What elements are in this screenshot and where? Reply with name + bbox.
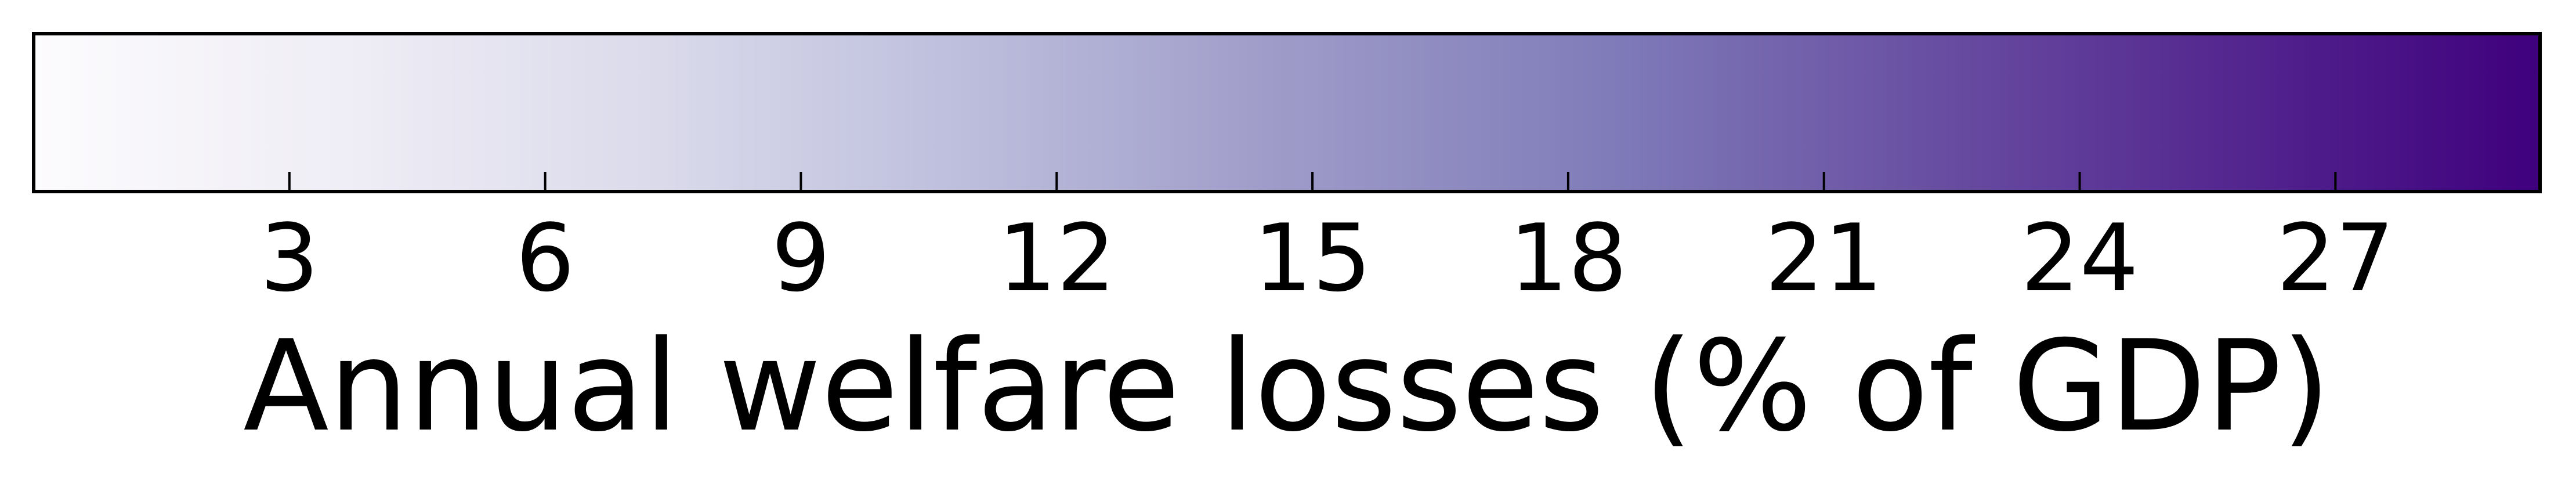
- colorbar-ticks: [288, 172, 2337, 192]
- colorbar-tick-label: 24: [2021, 204, 2139, 312]
- colorbar-gradient: [34, 34, 2540, 192]
- colorbar-tick-label: 3: [260, 204, 319, 312]
- colorbar-tick-label: 9: [772, 204, 831, 312]
- colorbar-tick-label: 21: [1765, 204, 1883, 312]
- colorbar-tick-label: 15: [1253, 204, 1372, 312]
- colorbar-tick-labels: 3 6 9 12 15 18 21 24 27: [260, 204, 2394, 312]
- colorbar-frame: [32, 32, 2542, 193]
- colorbar-tick-label: 18: [1509, 204, 1627, 312]
- axis-title: Annual welfare losses (% of GDP): [243, 313, 2331, 459]
- colorbar-tick-label: 12: [997, 204, 1116, 312]
- colorbar-tick-label: 27: [2277, 204, 2395, 312]
- colorbar-tick-label: 6: [516, 204, 575, 312]
